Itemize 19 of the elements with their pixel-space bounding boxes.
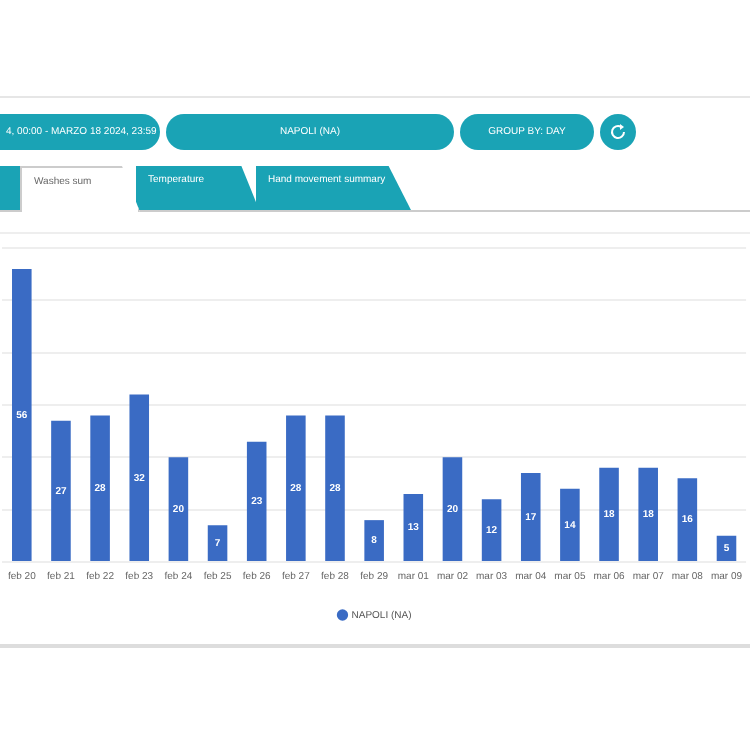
bar: [599, 467, 619, 561]
bar: [481, 499, 502, 561]
bar: [716, 535, 737, 561]
bar: [129, 394, 150, 561]
bar: [246, 441, 267, 561]
bar: [364, 520, 384, 561]
bar: [325, 415, 345, 561]
bar: [560, 488, 580, 561]
bar: [207, 525, 228, 561]
bar: [442, 457, 463, 561]
bar: [286, 415, 306, 561]
bar: [638, 467, 658, 561]
bar: [12, 268, 32, 561]
bar: [520, 473, 541, 561]
bar: [90, 415, 110, 561]
bar: [403, 493, 424, 561]
bar: [51, 420, 71, 561]
bar: [677, 478, 698, 561]
bar: [168, 457, 189, 561]
